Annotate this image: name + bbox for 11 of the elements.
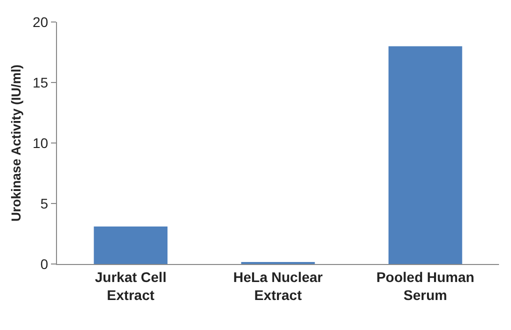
x-tick-label: HeLa Nuclear Extract xyxy=(233,268,324,303)
y-tick-label: 0 xyxy=(40,256,48,272)
y-tick-label: 20 xyxy=(32,14,48,30)
y-axis-title: Urokinase Activity (IU/ml) xyxy=(8,64,24,222)
y-tick-label: 5 xyxy=(40,195,48,212)
y-tick-label: 10 xyxy=(32,134,48,151)
x-tick-label: Pooled Human Serum xyxy=(376,268,474,303)
x-tick-label: Jurkat Cell Extract xyxy=(94,268,166,303)
bar xyxy=(94,226,168,264)
y-tick-label: 15 xyxy=(32,74,48,90)
bar xyxy=(388,46,462,264)
